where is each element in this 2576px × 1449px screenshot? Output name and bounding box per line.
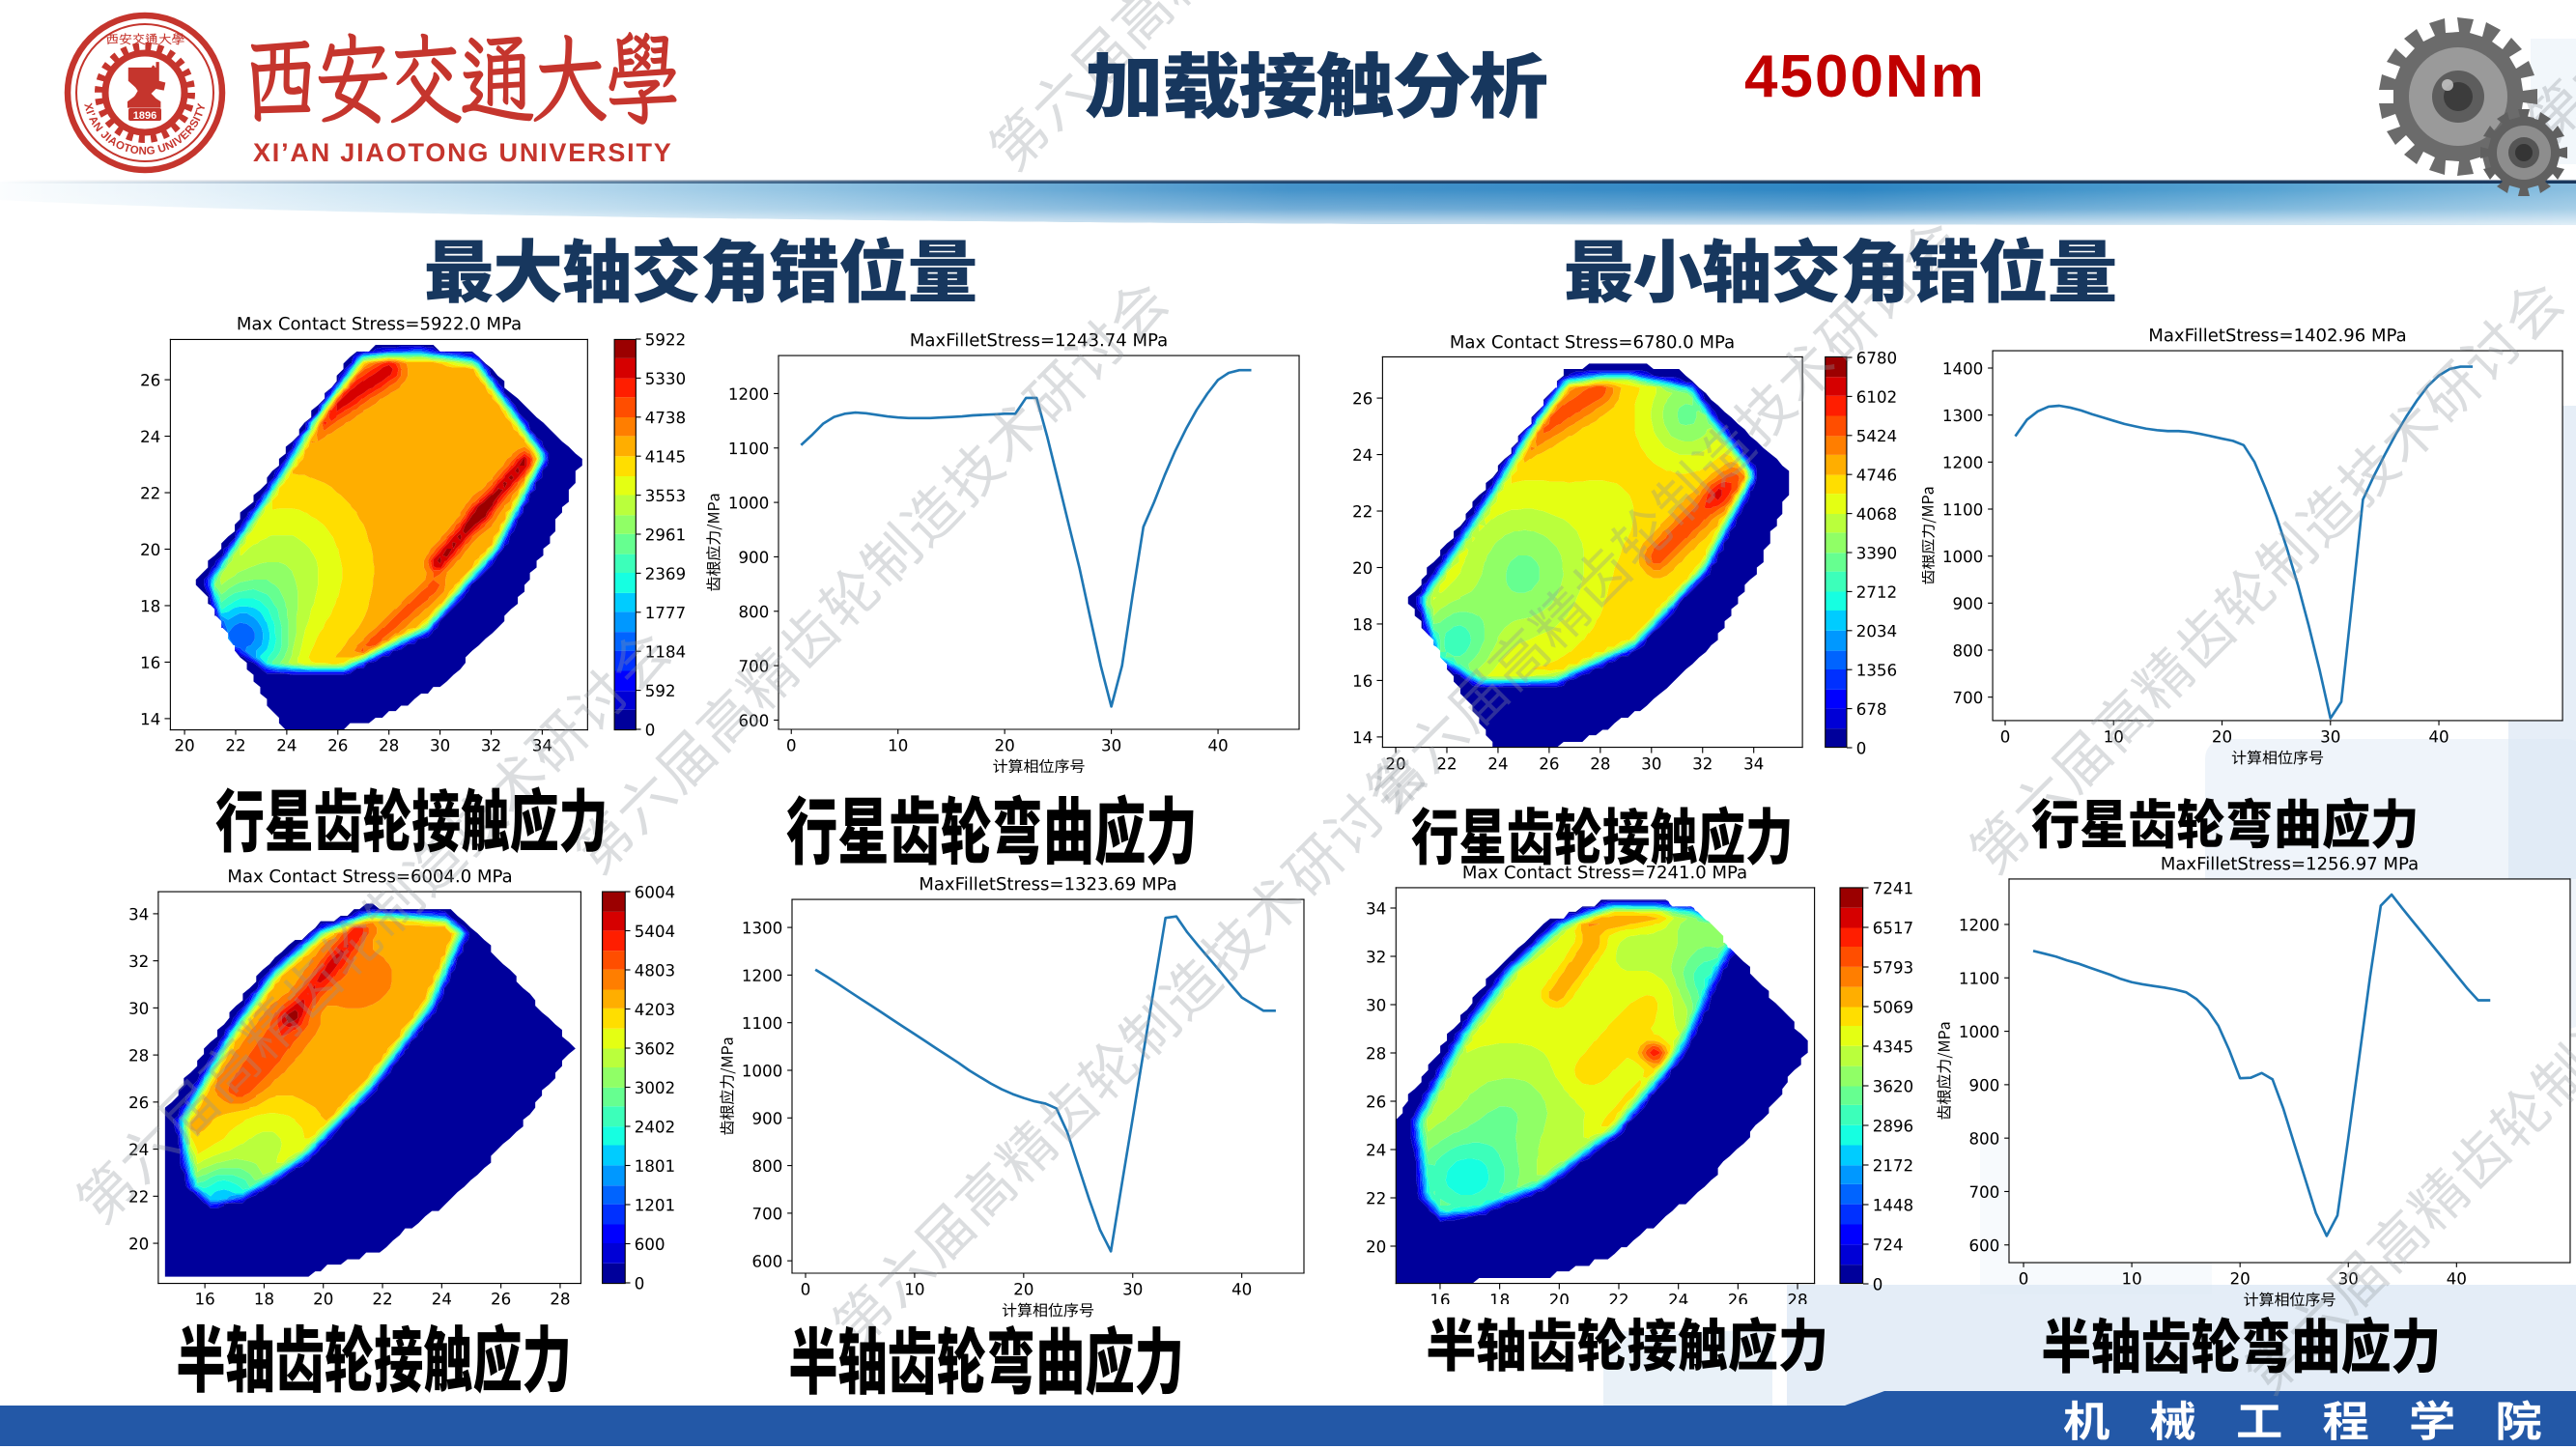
- svg-text:XI’AN JIAOTONG UNIVERSITY: XI’AN JIAOTONG UNIVERSITY: [253, 138, 673, 167]
- svg-text:1896: 1896: [133, 110, 156, 122]
- svg-text:4500Nm: 4500Nm: [1744, 43, 1986, 110]
